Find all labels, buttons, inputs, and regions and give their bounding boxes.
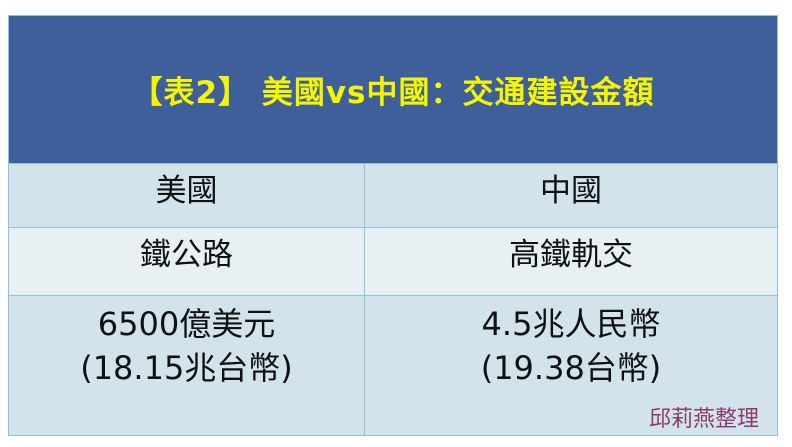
cell-country-china: 中國 <box>540 173 602 209</box>
cell-type-china: 高鐵軌交 <box>509 237 633 273</box>
cell-country-us: 美國 <box>9 164 365 227</box>
amount-primary: 6500億美元 <box>97 305 276 343</box>
table-header: 【表2】 美國vs中國：交通建設金額 <box>9 16 777 163</box>
amount-primary: 4.5兆人民幣 <box>481 305 661 343</box>
table-row: 鐵公路 高鐵軌交 <box>9 227 777 295</box>
cell-type-us: 鐵公路 <box>9 228 365 295</box>
amount-converted: (18.15兆台幣) <box>80 349 293 387</box>
amount-converted: (19.38台幣) <box>480 349 662 387</box>
table-row: 6500億美元 (18.15兆台幣) 4.5兆人民幣 (19.38台幣) 邱莉燕… <box>9 295 777 435</box>
comparison-table: 【表2】 美國vs中國：交通建設金額 美國 中國 鐵公路 高鐵軌交 6500億美… <box>8 15 778 436</box>
table-title: 【表2】 美國vs中國：交通建設金額 <box>131 75 655 111</box>
table-row: 美國 中國 <box>9 163 777 227</box>
cell-amount-china: 4.5兆人民幣 (19.38台幣) <box>365 296 777 435</box>
cell-amount-us: 6500億美元 (18.15兆台幣) <box>9 296 365 435</box>
credit-label: 邱莉燕整理 <box>648 407 759 432</box>
